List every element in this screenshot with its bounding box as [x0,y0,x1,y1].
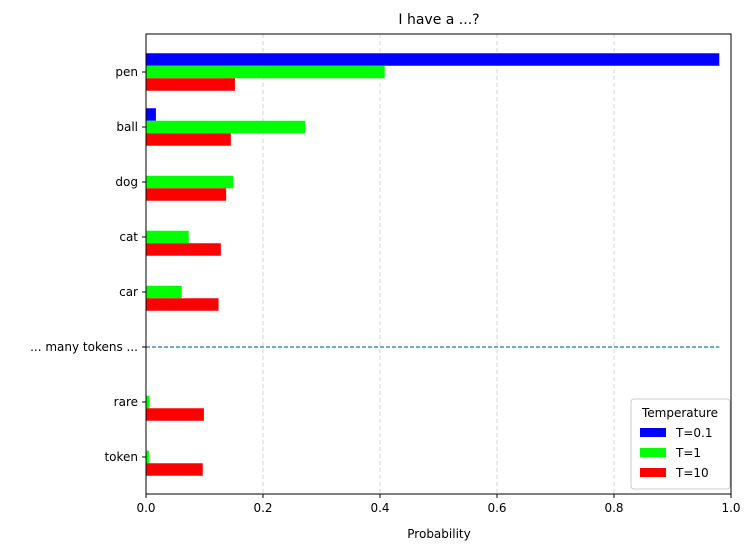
bar-T=1-token [146,450,149,464]
x-tick-label: 0.2 [253,501,272,515]
bar-T=10-cat [146,243,221,256]
bar-T=10-ball [146,133,231,146]
bar-T=0.1-ball [146,108,156,121]
x-tick-label: 1.0 [721,501,740,515]
y-tick-label: cat [119,230,138,244]
bar-T=1-pen [146,65,385,79]
bar-T=1-dog [146,175,234,189]
y-tick-label: rare [114,395,138,409]
x-tick-label: 0.0 [136,501,155,515]
bar-T=10-pen [146,78,235,91]
axes-layer: 0.0 0.2 0.4 0.6 0.8 1.0 pen ball dog cat car ... ma… [30,33,741,515]
y-tick-label: token [104,450,138,464]
bar-T=1-car [146,285,182,299]
bar-T=10-rare [146,408,204,421]
plot-frame [145,33,732,495]
legend-label: T=0.1 [675,426,712,440]
x-tick-label: 0.6 [487,501,506,515]
y-tick-label: car [119,285,138,299]
legend: Temperature T=0.1 T=1 T=10 [630,398,731,490]
legend-items: T=0.1 T=1 T=10 [640,426,712,480]
legend-swatch [640,468,666,477]
y-tick-label: dog [115,175,138,189]
legend-frame [630,398,731,490]
bar-T=0.1-pen [146,53,720,66]
x-tick-label: 0.8 [604,501,623,515]
bar-T=10-token [146,463,203,476]
x-tick-label: 0.4 [370,501,389,515]
y-tick-label: ... many tokens ... [30,340,138,354]
legend-label: T=10 [675,466,709,480]
x-axis-label: Probability [407,527,470,541]
bar-T=10-dog [146,188,227,201]
legend-label: T=1 [675,446,701,460]
y-tick-label: ball [116,120,138,134]
bar-T=1-cat [146,230,189,244]
y-tick-label: pen [115,65,138,79]
bar-T=10-car [146,298,219,311]
legend-swatch [640,428,666,437]
legend-title: Temperature [641,406,718,420]
bars-layer [146,53,720,476]
bar-T=1-ball [146,120,306,134]
bar-T=1-rare [146,395,150,409]
legend-swatch [640,448,666,457]
chart-title: I have a ...? [398,12,479,28]
